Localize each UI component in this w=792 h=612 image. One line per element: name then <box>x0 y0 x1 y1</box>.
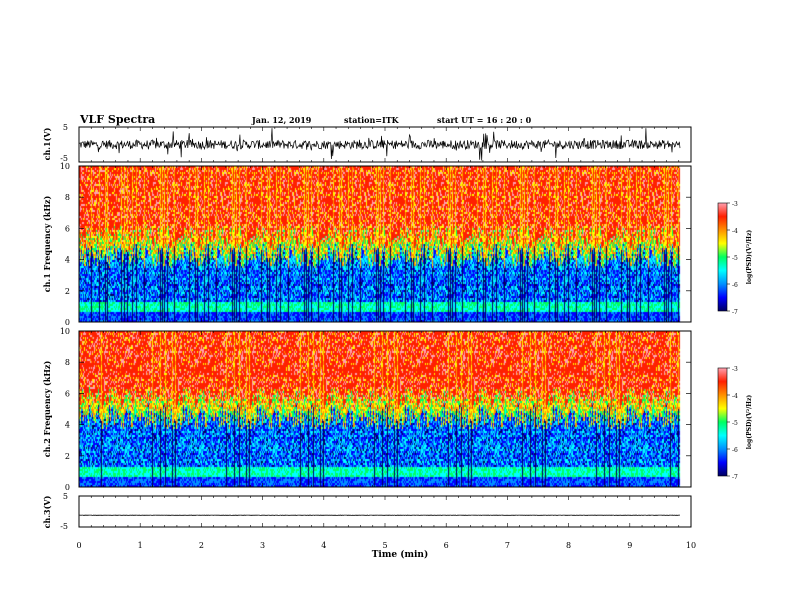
colorbar-label: log(PSD)(V²/Hz) <box>746 230 753 285</box>
colorbar-label: log(PSD)(V²/Hz) <box>746 395 753 450</box>
spectrogram-raster <box>79 331 691 487</box>
colorbar-scale <box>717 202 728 312</box>
colorbar-ch1: -3 -4 -5 -6 -7 log(PSD)(V²/Hz) <box>717 201 753 316</box>
x-tick-label: 2 <box>199 541 204 550</box>
y-tick-label: 0 <box>65 483 70 492</box>
colorbar-tick-label: -3 <box>732 366 738 373</box>
x-tick-label: 5 <box>382 541 387 550</box>
figure-title: VLF Spectra <box>79 113 155 126</box>
y-axis-label-freq-ch1: ch.1 Frequency (kHz) <box>42 196 52 293</box>
x-tick-label: 4 <box>321 541 326 550</box>
colorbar-tick-label: -7 <box>732 474 738 481</box>
y-tick-label: 6 <box>65 224 70 233</box>
figure-start-time: start UT = 16 : 20 : 0 <box>437 115 532 125</box>
panel-waveform-ch1: 5 -5 ch.1(V) <box>42 123 692 163</box>
y-tick-label: 2 <box>65 287 70 296</box>
x-tick-label: 10 <box>686 541 696 550</box>
x-tick-label: 7 <box>505 541 510 550</box>
y-tick-label: 0 <box>65 318 70 327</box>
colorbar-tick-label: -4 <box>732 393 738 400</box>
colorbar-tick-label: -7 <box>732 309 738 316</box>
panel-spectrogram-ch2: 0 2 4 6 8 10 ch.2 Frequency (kHz) -3 -4 -5 -6 -7 l… <box>42 327 753 492</box>
y-tick-label: 10 <box>60 162 70 171</box>
y-ticks-ch2: 0 2 4 6 8 10 <box>60 327 691 492</box>
colorbar-tick-label: -5 <box>732 420 738 427</box>
y-axis-label-ch1: ch.1(V) <box>42 127 52 160</box>
y-tick-label: 4 <box>65 421 70 430</box>
colorbar-tick-label: -6 <box>732 447 738 454</box>
y-tick-label: 2 <box>65 452 70 461</box>
colorbar-tick-label: -5 <box>732 255 738 262</box>
y-tick-label: 8 <box>65 358 70 367</box>
spectrogram-image-ch1 <box>79 166 691 322</box>
x-tick-label: 6 <box>444 541 449 550</box>
colorbar-tick-label: -3 <box>732 201 738 208</box>
colorbar-ch2: -3 -4 -5 -6 -7 log(PSD)(V²/Hz) <box>717 366 753 481</box>
panel-spectrogram-ch1: 0 2 4 6 8 10 ch.1 Frequency (kHz) -3 -4 -5 -6 -7 l… <box>42 162 753 327</box>
x-axis-ticks <box>78 127 692 527</box>
y-tick-label: 5 <box>63 492 68 501</box>
colorbar-scale <box>717 367 728 477</box>
x-tick-label: 8 <box>566 541 571 550</box>
y-tick-label: -5 <box>60 522 68 531</box>
y-axis-label-freq-ch2: ch.2 Frequency (kHz) <box>42 361 52 458</box>
waveform-trace-ch1 <box>78 128 681 161</box>
colorbar-tick-label: -6 <box>732 282 738 289</box>
x-axis-tick-labels: 0 1 2 3 4 5 6 7 8 9 10 <box>76 541 696 550</box>
x-tick-label: 1 <box>138 541 143 550</box>
x-tick-label: 9 <box>627 541 632 550</box>
figure-date: Jan. 12, 2019 <box>251 115 312 125</box>
spectrogram-raster <box>79 166 691 322</box>
y-ticks-ch1: 0 2 4 6 8 10 <box>60 162 691 327</box>
y-tick-label: 10 <box>60 327 70 336</box>
y-tick-label: 5 <box>63 123 68 132</box>
x-tick-label: 3 <box>260 541 265 550</box>
panel-waveform-ch3: 5 -5 ch.3(V) <box>42 492 692 531</box>
x-axis-label: Time (min) <box>372 549 429 560</box>
y-axis-label-ch3: ch.3(V) <box>42 495 52 528</box>
y-tick-label: 8 <box>65 193 70 202</box>
y-tick-label: 4 <box>65 256 70 265</box>
y-tick-label: -5 <box>60 154 68 163</box>
colorbar-tick-label: -4 <box>732 228 738 235</box>
figure-station: station=ITK <box>344 115 400 125</box>
spectrogram-image-ch2 <box>79 331 691 487</box>
y-tick-label: 6 <box>65 389 70 398</box>
panel-frame <box>78 495 692 528</box>
x-tick-label: 0 <box>76 541 81 550</box>
